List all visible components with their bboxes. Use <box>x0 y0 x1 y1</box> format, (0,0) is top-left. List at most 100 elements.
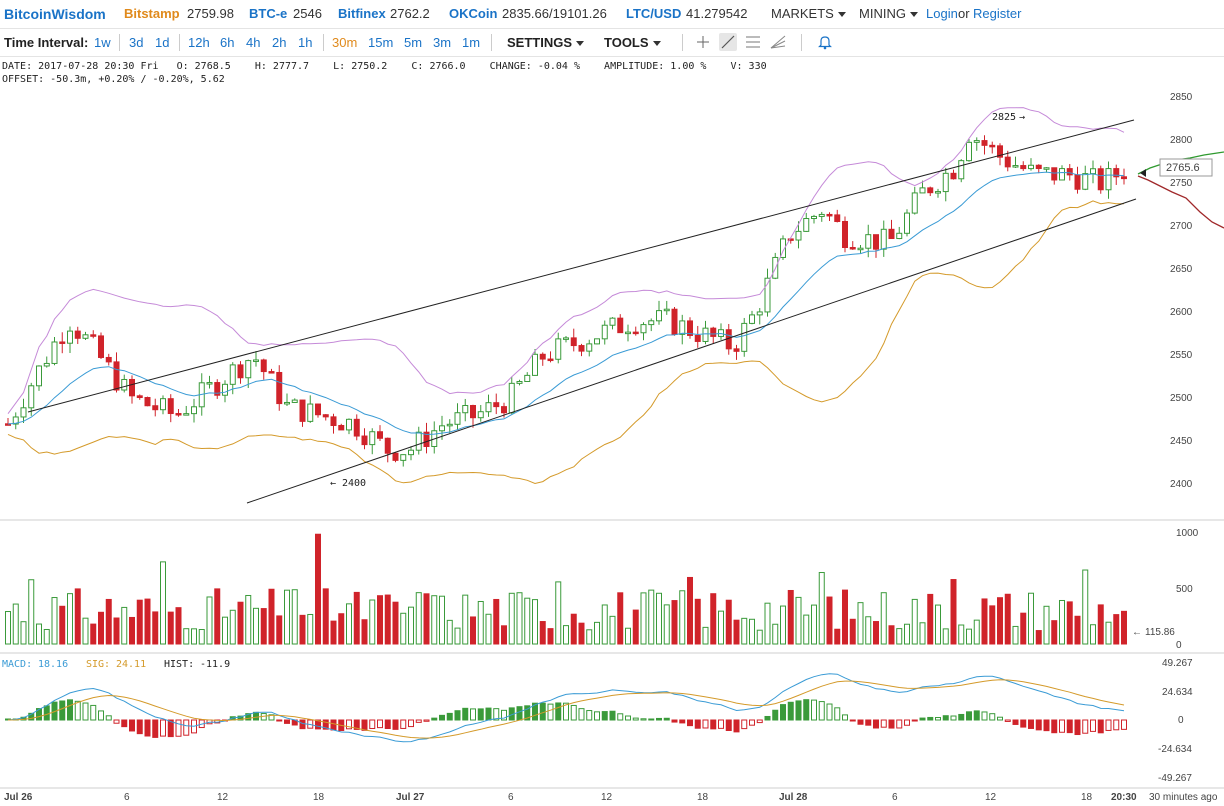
interval-3d[interactable]: 3d <box>129 35 144 50</box>
interval-5m[interactable]: 5m <box>404 35 423 50</box>
macd-histogram-bar <box>175 719 182 737</box>
interval-1d[interactable]: 1d <box>155 35 170 50</box>
macd-histogram-bar <box>857 719 864 725</box>
macd-histogram-bar <box>586 710 593 721</box>
candle-body <box>384 437 391 454</box>
site-logo[interactable]: BitcoinWisdom <box>4 6 106 22</box>
chevron-down-icon <box>909 12 918 18</box>
price-axis-tick: 2850 <box>1170 92 1193 103</box>
volume-bar <box>539 621 546 645</box>
candle-body <box>307 403 314 422</box>
last-updated-label: 30 minutes ago <box>1149 792 1218 803</box>
interval-15m[interactable]: 15m <box>368 35 394 50</box>
candle-body <box>679 320 686 335</box>
exchange-bitstamp[interactable]: Bitstamp <box>124 6 180 21</box>
crosshair-icon[interactable] <box>694 33 712 51</box>
exchange-bitfinex[interactable]: Bitfinex <box>338 6 386 21</box>
candle-body <box>43 362 50 367</box>
macd-histogram-bar <box>935 717 941 721</box>
volume-bar <box>702 626 709 645</box>
candle-body <box>245 360 252 379</box>
candle-body <box>508 382 515 414</box>
volume-bar <box>811 604 817 645</box>
macd-histogram-bar <box>67 699 73 721</box>
volume-bar <box>43 628 50 645</box>
candle-body <box>338 425 345 431</box>
login-link[interactable]: Login <box>926 6 958 21</box>
candle-body <box>1020 165 1027 170</box>
macd-histogram-bar <box>811 699 817 721</box>
fibonacci-icon[interactable] <box>744 33 762 51</box>
fan-icon[interactable] <box>769 33 787 51</box>
macd-histogram-bar <box>36 708 42 721</box>
volume-bar <box>330 620 337 645</box>
volume-bar <box>1028 592 1034 645</box>
candle-body <box>966 141 972 162</box>
tools-menu[interactable]: TOOLS <box>604 35 661 50</box>
volume-bar <box>90 623 97 645</box>
candle-body <box>315 403 321 416</box>
candle-body <box>857 247 864 251</box>
volume-bar <box>276 615 283 645</box>
register-link[interactable]: Register <box>973 6 1022 21</box>
interval-30m[interactable]: 30m <box>332 35 358 50</box>
exchange-ltcusd[interactable]: LTC/USD <box>626 6 682 21</box>
interval-1w[interactable]: 1w <box>94 35 111 50</box>
volume-bar <box>67 593 73 645</box>
markets-menu[interactable]: MARKETS <box>771 6 846 21</box>
low-price-marker: 2400 <box>342 478 366 489</box>
interval-12h[interactable]: 12h <box>188 35 210 50</box>
macd-histogram-bar <box>640 718 647 721</box>
volume-bar <box>865 616 872 645</box>
mining-menu[interactable]: MINING <box>859 6 918 21</box>
volume-bar <box>896 628 903 645</box>
candle-body <box>206 382 213 385</box>
macd-histogram-bar <box>28 712 35 721</box>
interval-4h[interactable]: 4h <box>246 35 261 50</box>
interval-1h[interactable]: 1h <box>298 35 313 50</box>
volume-bar <box>377 595 383 645</box>
settings-menu-label: SETTINGS <box>507 35 573 50</box>
exchange-ltcusd-price: 41.279542 <box>686 6 748 21</box>
settings-menu[interactable]: SETTINGS <box>507 35 585 50</box>
line-icon[interactable] <box>719 33 737 51</box>
exchange-okcoin[interactable]: OKCoin <box>449 6 498 21</box>
volume-bar <box>989 605 996 645</box>
volume-bar <box>245 594 252 645</box>
volume-bar <box>718 610 724 645</box>
macd-histogram-bar <box>989 713 996 721</box>
candle-body <box>1043 167 1050 170</box>
exchange-btce-price: 2546 <box>293 6 322 21</box>
volume-bar <box>632 609 639 645</box>
macd-histogram-bar <box>1121 719 1127 730</box>
interval-2h[interactable]: 2h <box>272 35 287 50</box>
candle-body <box>826 213 833 217</box>
candle-body <box>981 140 988 146</box>
volume-bar <box>671 600 678 645</box>
interval-6h[interactable]: 6h <box>220 35 235 50</box>
candle-body <box>501 406 507 414</box>
macd-line <box>7 673 1125 743</box>
price-chart[interactable]: 2850 2800 2750 2700 2650 2600 2550 2500 … <box>0 56 1224 806</box>
macd-histogram-bar <box>795 700 802 721</box>
interval-3m[interactable]: 3m <box>433 35 452 50</box>
divider <box>682 34 683 51</box>
macd-histogram-bar <box>888 719 895 729</box>
macd-histogram-bar <box>594 711 600 721</box>
volume-bar <box>749 618 755 645</box>
exchange-btce[interactable]: BTC-e <box>249 6 288 21</box>
macd-chart <box>5 673 1127 743</box>
interval-1m[interactable]: 1m <box>462 35 481 50</box>
volume-bar <box>826 596 833 645</box>
candle-body <box>20 407 27 418</box>
macd-histogram-bar <box>400 719 407 729</box>
alarm-bell-icon[interactable] <box>816 33 834 51</box>
candle-body <box>594 338 600 345</box>
macd-histogram-bar <box>1082 719 1089 734</box>
candle-body <box>1012 165 1019 168</box>
candle-body <box>625 331 631 335</box>
candlestick-chart <box>5 107 1224 504</box>
candle-body <box>144 397 151 407</box>
price-axis-tick: 2600 <box>1170 307 1193 318</box>
price-axis-tick: 2750 <box>1170 178 1193 189</box>
